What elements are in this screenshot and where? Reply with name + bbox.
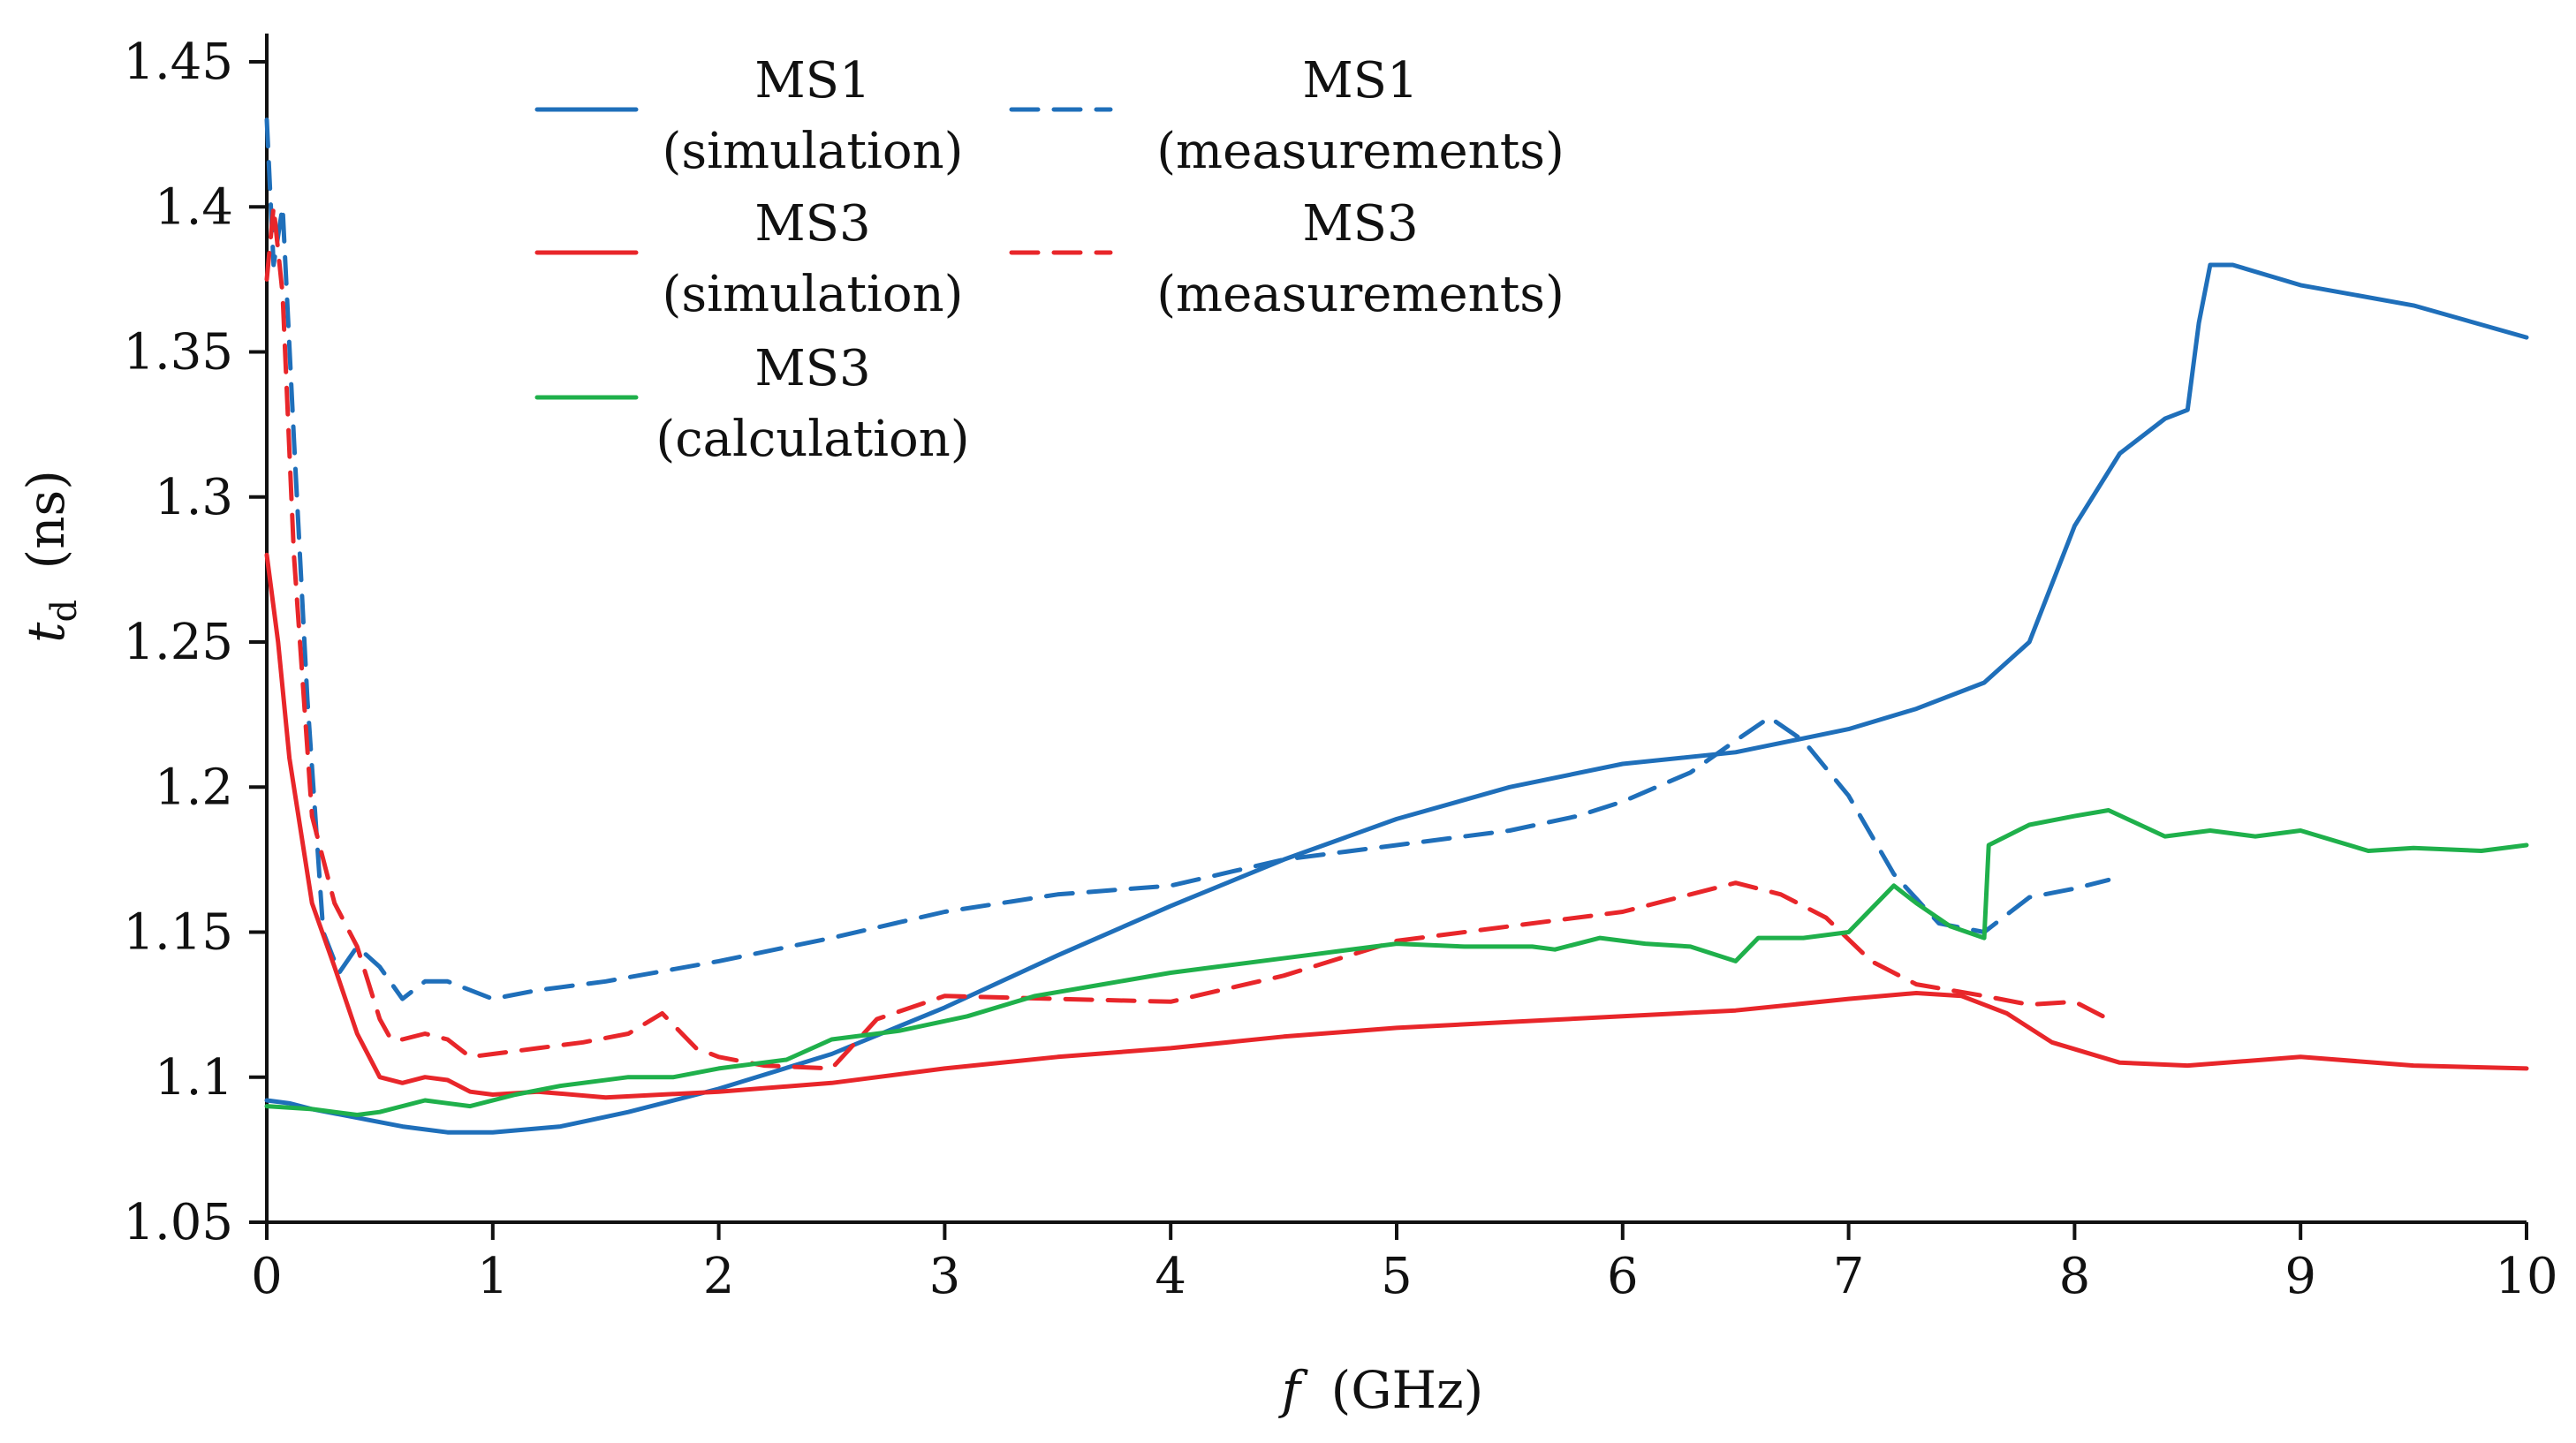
legend-label-ms1-sim: MS1 <box>754 52 870 110</box>
x-tick-label: 3 <box>929 1248 961 1305</box>
y-tick-label: 1.35 <box>123 324 233 382</box>
x-ticks: 0 1 2 3 4 5 6 7 8 9 10 <box>251 1222 2558 1305</box>
y-tick-label: 1.25 <box>123 614 233 671</box>
legend-sublabel-ms3-meas: (measurements) <box>1156 266 1565 323</box>
legend-label-ms3-sim: MS3 <box>754 195 870 253</box>
legend-sublabel-ms1-sim: (simulation) <box>662 123 963 180</box>
y-tick-label: 1.15 <box>123 904 233 962</box>
y-ticks: 1.05 1.1 1.15 1.2 1.25 1.3 1.35 1.4 1.45 <box>123 34 267 1251</box>
x-tick-label: 7 <box>1833 1248 1865 1305</box>
x-tick-label: 6 <box>1607 1248 1639 1305</box>
x-tick-label: 8 <box>2059 1248 2091 1305</box>
y-tick-label: 1.4 <box>155 178 233 236</box>
x-tick-label: 1 <box>477 1248 509 1305</box>
x-tick-label: 9 <box>2284 1248 2316 1305</box>
legend: MS1 (simulation) MS1 (measurements) MS3 (simu… <box>534 52 1565 468</box>
y-tick-label: 1.3 <box>155 469 233 526</box>
series-group <box>264 117 2529 1135</box>
series-line-ms3-sim <box>264 552 2529 1100</box>
legend-sublabel-ms3-calc: (calculation) <box>655 411 969 468</box>
y-axis-title: td (ns) <box>16 470 88 643</box>
legend-sublabel-ms1-meas: (measurements) <box>1156 123 1565 180</box>
x-axis-title: f (GHz) <box>1278 1360 1484 1420</box>
y-tick-label: 1.45 <box>123 34 233 91</box>
series-line-ms1-sim <box>264 262 2529 1135</box>
y-tick-label: 1.05 <box>123 1194 233 1251</box>
x-tick-label: 4 <box>1155 1248 1186 1305</box>
x-tick-label: 0 <box>251 1248 283 1305</box>
series-line-ms3-calc <box>264 808 2529 1117</box>
x-tick-label: 5 <box>1381 1248 1413 1305</box>
x-tick-label: 10 <box>2495 1248 2557 1305</box>
legend-sublabel-ms3-sim: (simulation) <box>662 266 963 323</box>
y-tick-label: 1.2 <box>155 759 233 816</box>
x-tick-label: 2 <box>703 1248 735 1305</box>
legend-label-ms3-meas: MS3 <box>1302 195 1418 253</box>
series-line-ms3-meas <box>264 204 2111 1071</box>
legend-label-ms1-meas: MS1 <box>1302 52 1418 110</box>
legend-label-ms3-calc: MS3 <box>754 340 870 397</box>
y-tick-label: 1.1 <box>155 1049 233 1107</box>
